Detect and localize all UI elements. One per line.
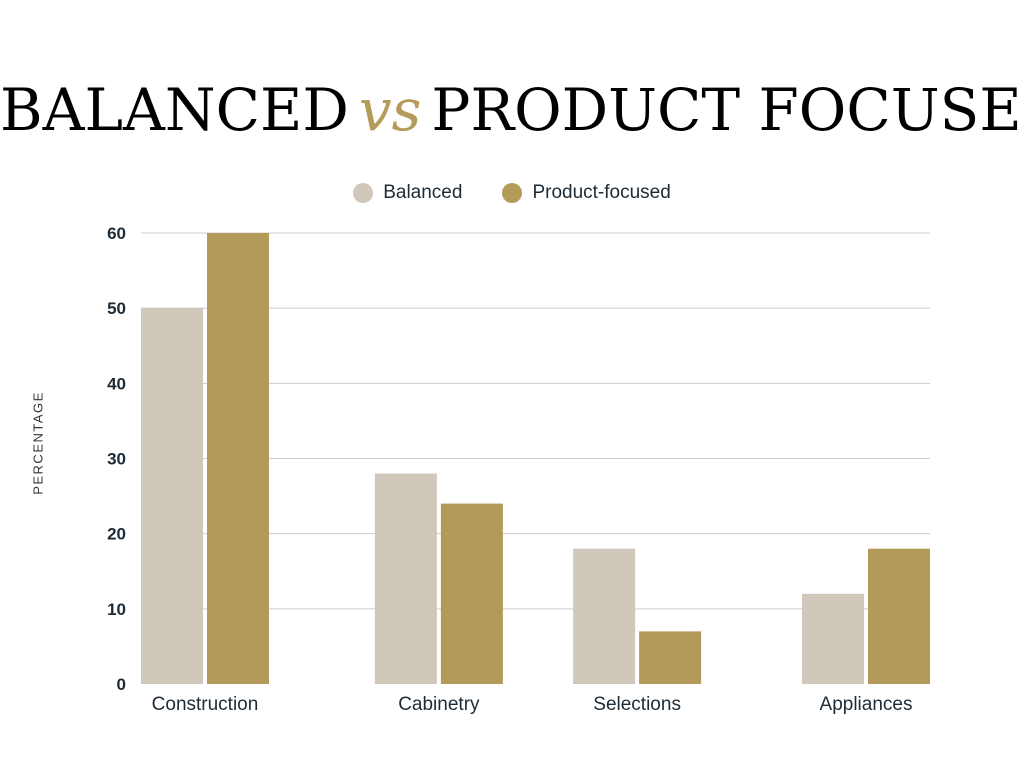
bar-balanced-selections: [573, 548, 636, 684]
bar-product-focused-appliances: [868, 548, 930, 684]
bar-product-focused-cabinetry: [440, 503, 503, 684]
chart-legend: Balanced Product-focused: [0, 182, 1024, 204]
x-tick-label-construction: Construction: [152, 694, 259, 715]
bar-product-focused-construction: [207, 233, 269, 684]
bar-product-focused-selections: [639, 631, 702, 684]
x-tick-label-cabinetry: Cabinetry: [398, 694, 480, 715]
chart-title: BALANCED vs PRODUCT FOCUSED: [0, 72, 1024, 148]
y-tick-label-60: 60: [107, 224, 126, 243]
y-tick-label-50: 50: [107, 299, 126, 318]
x-tick-label-selections: Selections: [593, 694, 681, 715]
bar-balanced-appliances: [802, 593, 864, 684]
legend-item-product-focused[interactable]: Product-focused: [502, 182, 671, 204]
title-vs: vs: [358, 76, 422, 144]
legend-swatch-balanced: [353, 183, 374, 203]
title-part-balanced: BALANCED: [0, 76, 349, 144]
legend-item-balanced[interactable]: Balanced: [353, 182, 462, 204]
legend-swatch-product-focused: [502, 183, 523, 203]
legend-label-balanced: Balanced: [383, 182, 463, 203]
x-tick-label-appliances: Appliances: [820, 694, 913, 715]
legend-label-product-focused: Product-focused: [532, 182, 671, 203]
y-tick-label-30: 30: [107, 450, 126, 469]
bar-balanced-cabinetry: [374, 473, 437, 684]
title-part-product-focused: PRODUCT FOCUSED: [431, 76, 1024, 144]
bar-balanced-construction: [141, 308, 203, 684]
y-tick-label-10: 10: [107, 600, 126, 619]
y-tick-label-20: 20: [107, 525, 126, 544]
y-tick-label-0: 0: [117, 675, 126, 694]
y-tick-label-40: 40: [107, 374, 126, 393]
